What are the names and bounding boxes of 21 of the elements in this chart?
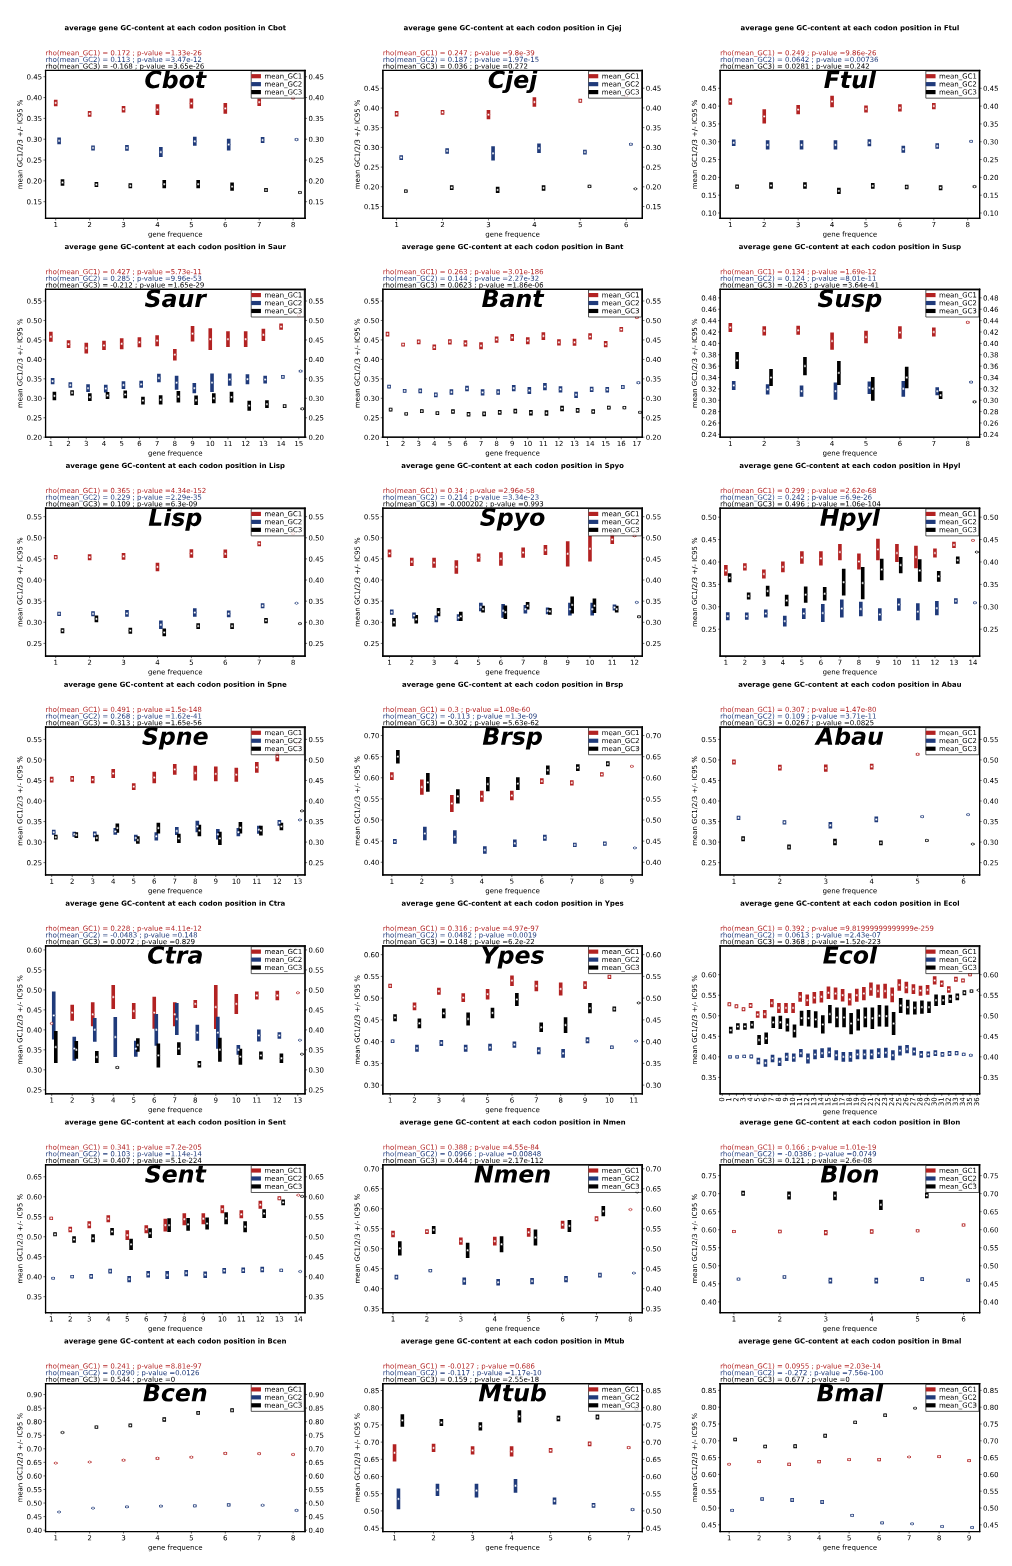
annotation: Ftul	[824, 70, 877, 89]
annotation: Spne	[142, 727, 208, 750]
annotation: Bant	[482, 289, 545, 308]
annotation: Lisp	[148, 507, 202, 531]
annotation: Abau	[814, 726, 884, 746]
annotation: Sent	[145, 1164, 207, 1183]
annotation: Blon	[820, 1164, 879, 1183]
annotation: Ypes	[482, 946, 544, 969]
annotation: Susp	[817, 289, 882, 312]
annotation: Nmen	[474, 1165, 550, 1183]
annotation: Cjej	[488, 70, 538, 94]
annotation: Bcen	[143, 1384, 207, 1402]
annotation: Cbot	[145, 70, 207, 89]
annotation: Brsp	[482, 727, 542, 750]
annotation: Spyo	[480, 508, 545, 531]
annotation: Ecol	[823, 945, 878, 964]
annotation: Mtub	[478, 1383, 546, 1402]
annotation: Hpyl	[820, 507, 881, 531]
annotation: Saur	[144, 289, 208, 308]
annotation: Ctra	[148, 946, 202, 964]
annotation: Bmal	[817, 1383, 884, 1402]
